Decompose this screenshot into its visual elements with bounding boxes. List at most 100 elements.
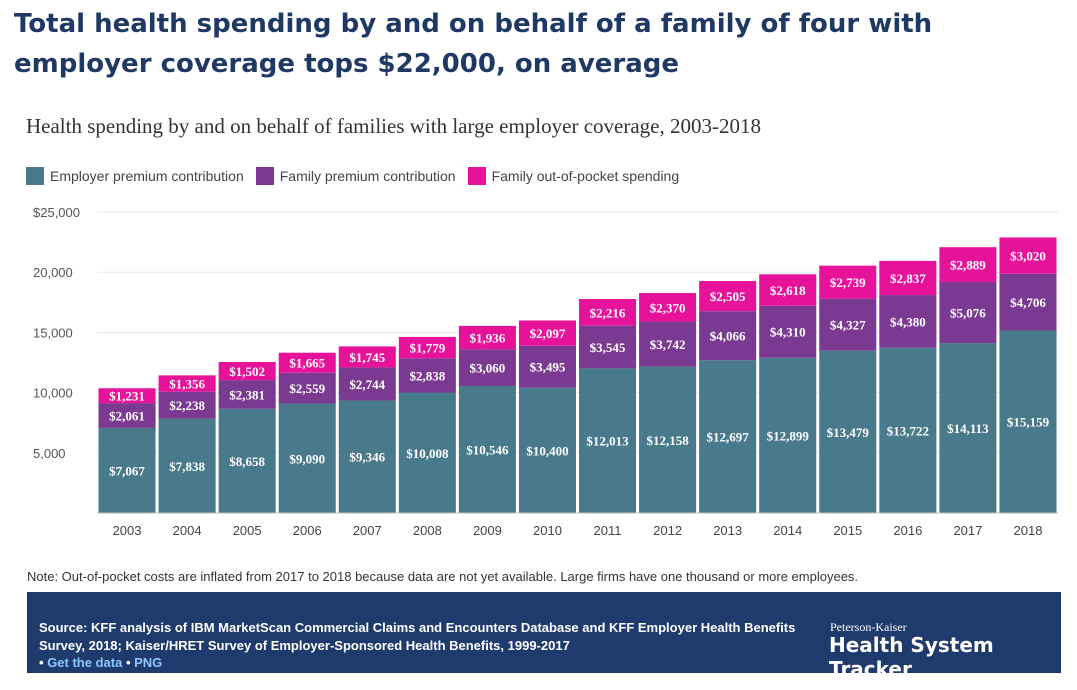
get-data-link[interactable]: Get the data [47, 655, 123, 670]
x-tick-label: 2003 [113, 523, 142, 538]
legend-item-employer: Employer premium contribution [26, 167, 244, 185]
bar-data-label: $4,310 [770, 325, 806, 340]
bar-data-label: $2,559 [289, 381, 325, 396]
bar-data-label: $2,061 [109, 409, 145, 424]
bar-data-label: $14,113 [947, 421, 989, 436]
legend-item-family: Family premium contribution [255, 167, 456, 185]
x-tick-label: 2009 [473, 523, 502, 538]
bar-segment [338, 346, 396, 368]
bar-data-label: $13,479 [827, 425, 870, 440]
bar-data-label: $3,060 [470, 361, 506, 376]
bar-segment [338, 367, 396, 401]
chart-subtitle: Health spending by and on behalf of fami… [26, 114, 761, 138]
bullet-2: • [125, 655, 131, 670]
bar-data-label: $1,356 [169, 377, 205, 392]
bar-segment [639, 293, 697, 322]
bar-segment [278, 352, 336, 373]
chart-legend: Employer premium contribution Family pre… [26, 167, 691, 185]
bar-segment [759, 305, 817, 358]
bar-data-label: $2,238 [169, 398, 205, 413]
bar-segment [939, 343, 997, 513]
bar-data-label: $4,066 [710, 329, 746, 344]
x-tick-label: 2015 [833, 523, 862, 538]
bar-data-label: $4,706 [1010, 295, 1046, 310]
bar-data-label: $1,502 [229, 364, 265, 379]
bar-segment [639, 321, 697, 367]
bar-segment [158, 375, 216, 392]
bar-segment [999, 237, 1057, 274]
bar-segment [518, 387, 576, 513]
bar-segment [819, 350, 877, 513]
y-tick-label: 5,000 [33, 446, 66, 461]
chart-note: Note: Out-of-pocket costs are inflated f… [27, 569, 859, 584]
bar-data-label: $2,739 [830, 275, 866, 290]
bar-segment [999, 273, 1057, 331]
footer-links: • Get the data • PNG [39, 655, 162, 670]
bar-data-label: $3,020 [1010, 249, 1046, 264]
source-footer: Source: KFF analysis of IBM MarketScan C… [27, 592, 1061, 681]
bar-segment [98, 427, 156, 513]
bar-data-label: $9,346 [349, 450, 385, 465]
bar-segment [819, 298, 877, 351]
bar-data-label: $1,231 [109, 389, 145, 404]
x-tick-label: 2011 [594, 523, 622, 538]
bar-data-label: $2,618 [770, 283, 806, 298]
bar-data-label: $5,076 [950, 306, 986, 321]
bar-segment [939, 247, 997, 282]
x-tick-label: 2004 [173, 523, 202, 538]
bar-segment [759, 357, 817, 513]
bar-segment [699, 360, 757, 513]
png-link[interactable]: PNG [134, 655, 163, 670]
bar-segment [699, 311, 757, 361]
bar-data-label: $2,381 [229, 387, 265, 402]
y-tick-label: 15,000 [33, 325, 73, 340]
x-tick-label: 2008 [413, 523, 442, 538]
legend-label-employer: Employer premium contribution [50, 168, 244, 184]
bar-segment [579, 299, 637, 326]
x-tick-label: 2007 [353, 523, 382, 538]
bar-segment [579, 368, 637, 513]
bar-segment [398, 392, 456, 513]
bar-data-label: $7,067 [109, 463, 145, 478]
brand-small-text: Peterson-Kaiser [830, 620, 907, 634]
bar-segment [98, 388, 156, 404]
bar-segment [699, 281, 757, 312]
bar-data-label: $10,546 [466, 443, 509, 458]
bar-data-label: $3,742 [650, 337, 686, 352]
bullet-1: • [39, 655, 44, 670]
bar-segment [458, 386, 516, 513]
bar-data-label: $1,665 [289, 356, 325, 371]
bar-data-label: $13,722 [887, 423, 929, 438]
bar-segment [218, 408, 276, 513]
bar-data-label: $1,779 [409, 341, 445, 356]
bar-data-label: $2,505 [710, 289, 746, 304]
bar-segment [639, 366, 697, 513]
bar-data-label: $10,400 [526, 443, 568, 458]
bar-data-label: $3,495 [530, 360, 566, 375]
bar-data-label: $10,008 [406, 446, 449, 461]
bar-data-label: $1,745 [349, 350, 385, 365]
bar-data-label: $4,380 [890, 314, 926, 329]
x-tick-label: 2010 [533, 523, 562, 538]
bar-segment [158, 418, 216, 513]
stacked-bar-chart: 5,000 10,000 15,000 20,000 $25,000 $7,067 $2,0… [33, 205, 1058, 538]
bar-data-label: $9,090 [289, 451, 325, 466]
x-tick-label: 2018 [1014, 523, 1043, 538]
bar-data-label: $15,159 [1007, 415, 1050, 430]
legend-swatch-oop [467, 167, 486, 185]
bar-data-label: $2,216 [590, 305, 626, 320]
y-tick-label: 20,000 [33, 265, 73, 280]
bar-segment [879, 295, 937, 348]
bar-data-label: $8,658 [229, 454, 265, 469]
bar-segment [338, 400, 396, 513]
legend-label-oop: Family out-of-pocket spending [491, 168, 680, 184]
bar-segment [398, 358, 456, 393]
bar-data-label: $12,697 [707, 430, 750, 445]
bar-segment [218, 362, 276, 381]
bar-segment [518, 320, 576, 346]
bar-data-label: $2,889 [950, 258, 986, 273]
bar-data-label: $2,744 [349, 377, 385, 392]
chart-headline: Total health spending by and on behalf o… [14, 9, 933, 79]
bar-data-label: $12,899 [767, 428, 810, 443]
bar-segment [939, 281, 997, 344]
